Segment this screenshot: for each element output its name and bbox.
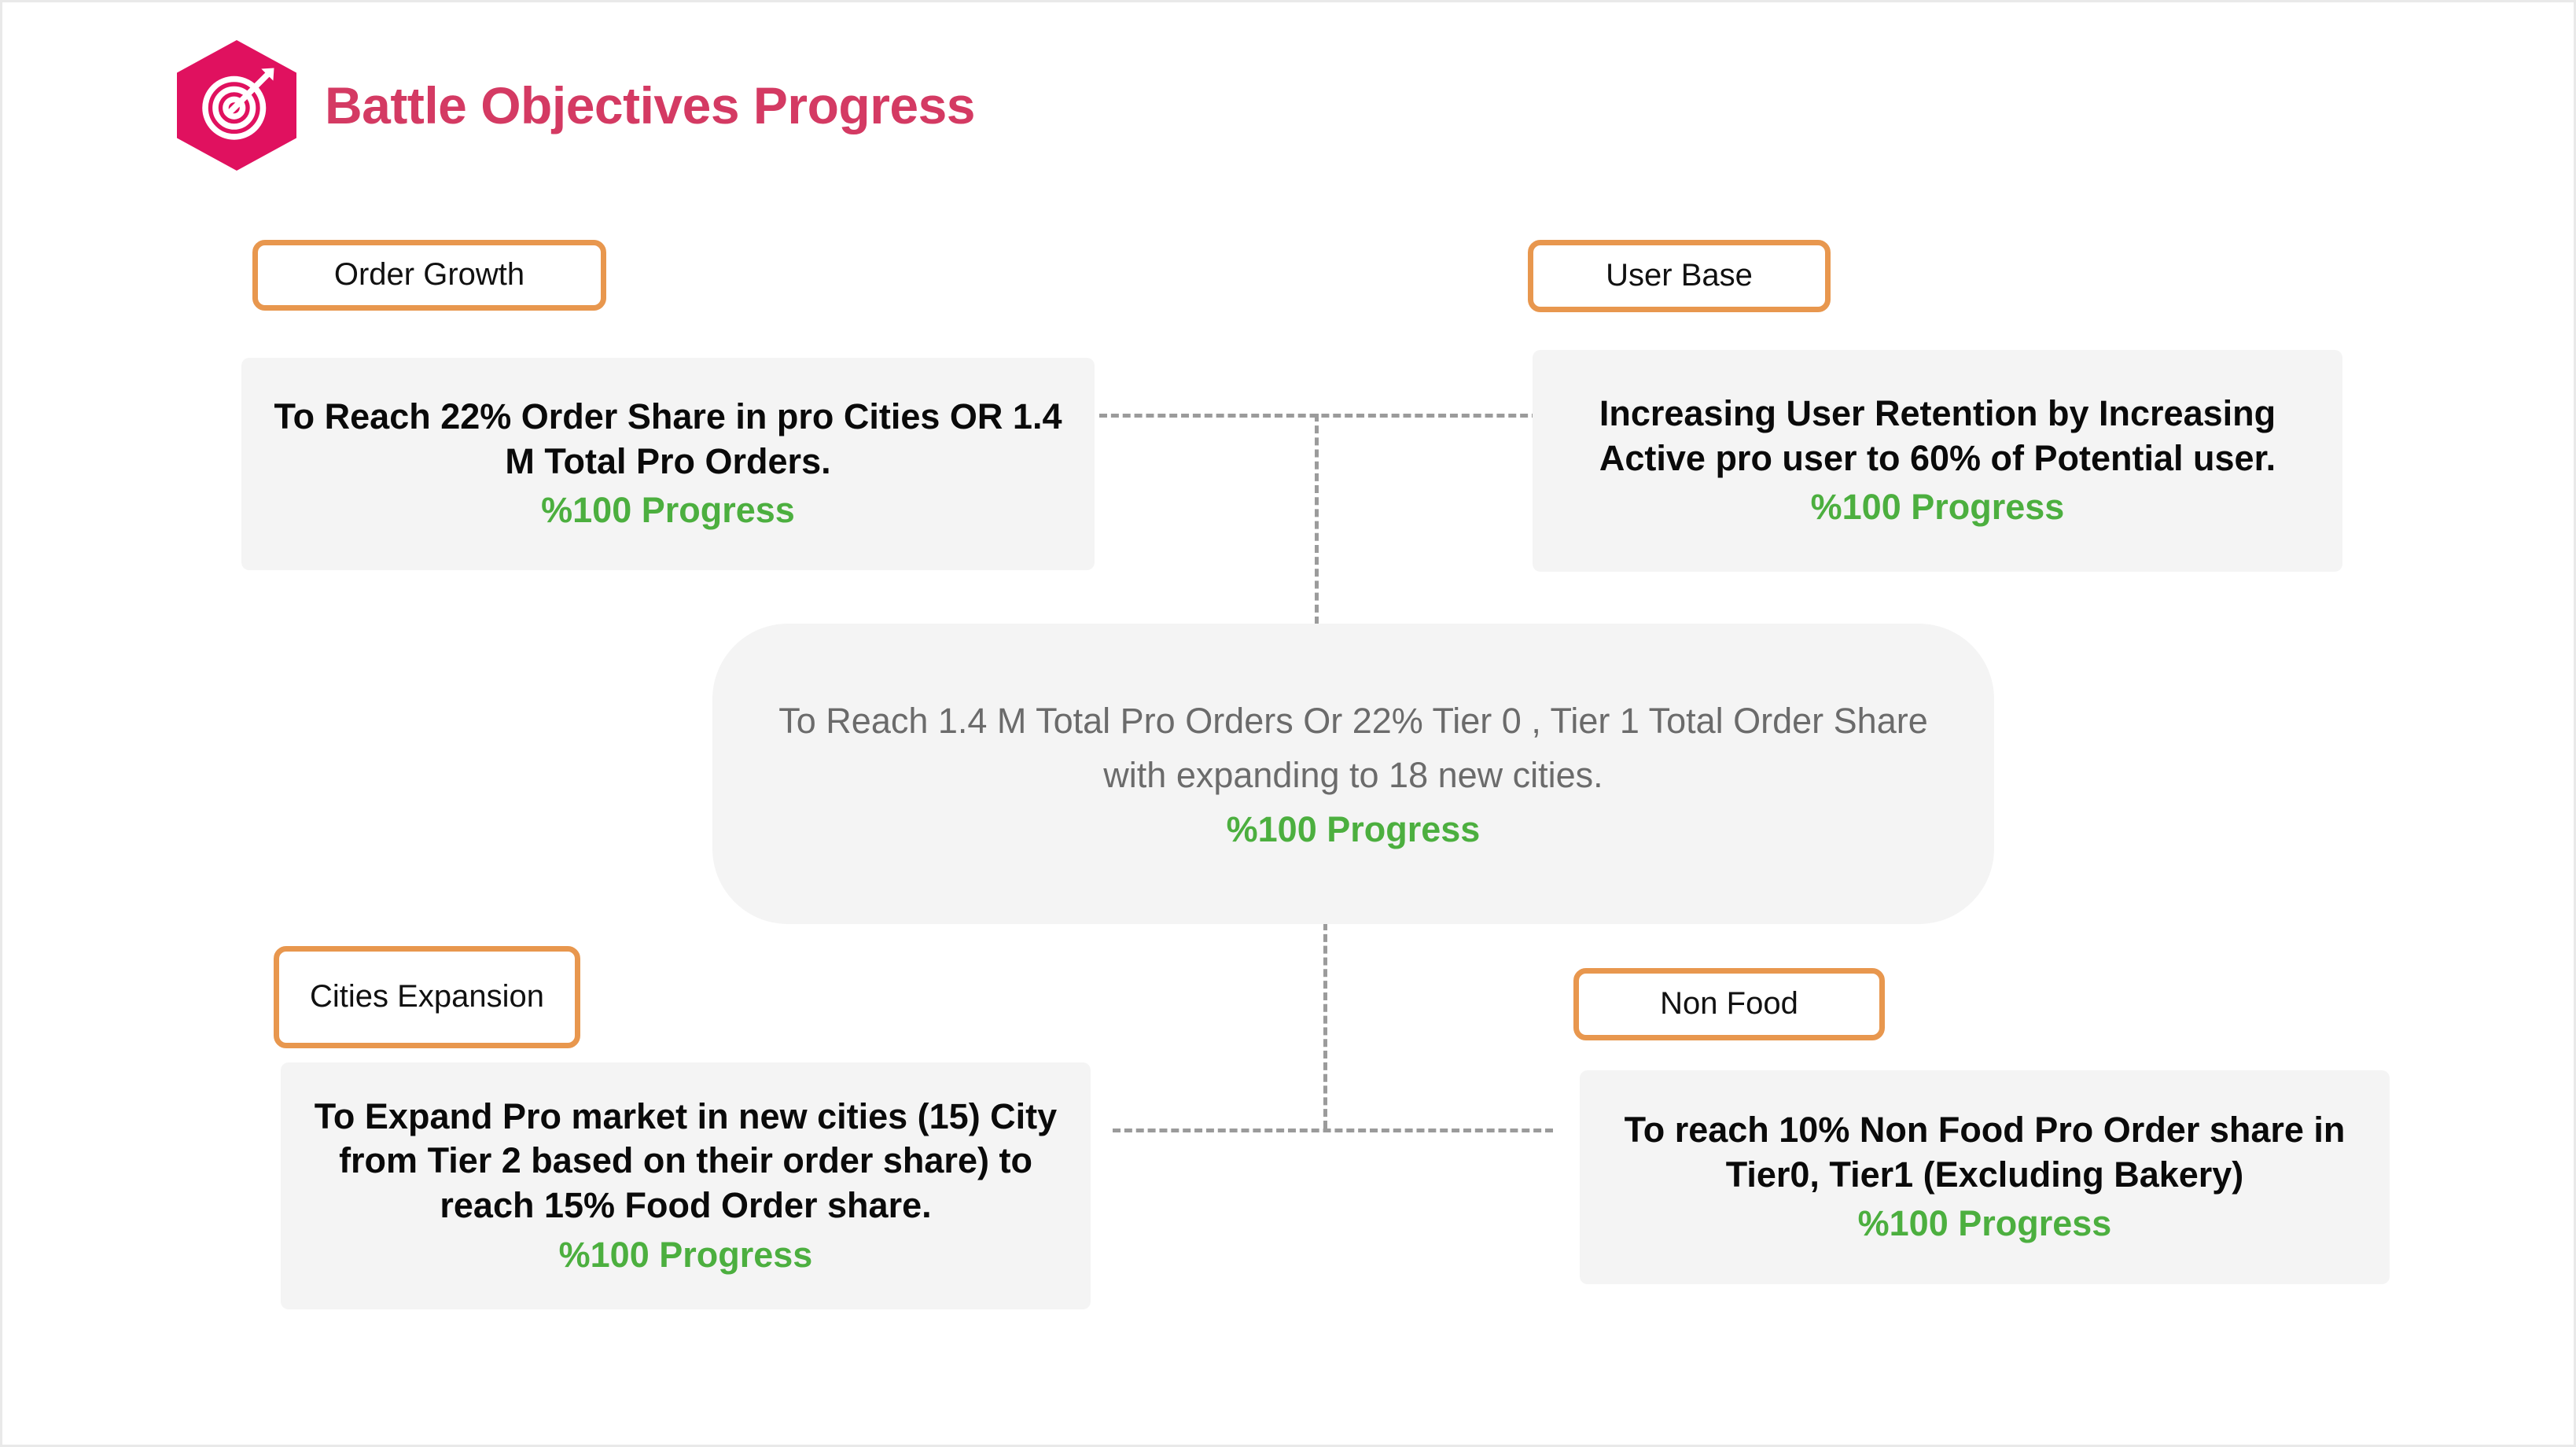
objective-description: To Reach 22% Order Share in pro Cities O… <box>274 396 1062 481</box>
connector-bottom-vertical <box>1323 922 1327 1129</box>
connector-bottom-horizontal <box>1113 1129 1553 1132</box>
connector-top-horizontal <box>1099 414 1540 418</box>
central-objective-card: To Reach 1.4 M Total Pro Orders Or 22% T… <box>712 624 1994 924</box>
objective-description: To reach 10% Non Food Pro Order share in… <box>1624 1109 2346 1195</box>
objective-card-cities-expansion: To Expand Pro market in new cities (15) … <box>281 1062 1091 1309</box>
tag-user-base[interactable]: User Base <box>1528 240 1831 312</box>
objective-progress: %100 Progress <box>558 1234 813 1275</box>
tag-order-growth[interactable]: Order Growth <box>252 240 606 311</box>
central-objective-description: To Reach 1.4 M Total Pro Orders Or 22% T… <box>778 701 1928 795</box>
page-title: Battle Objectives Progress <box>325 76 976 134</box>
objective-description: To Expand Pro market in new cities (15) … <box>314 1095 1058 1225</box>
objective-card-order-growth: To Reach 22% Order Share in pro Cities O… <box>241 358 1095 570</box>
objective-card-user-base: Increasing User Retention by Increasing … <box>1533 350 2342 572</box>
target-hexagon-icon <box>177 40 296 171</box>
objective-card-non-food: To reach 10% Non Food Pro Order share in… <box>1580 1070 2390 1284</box>
connector-top-vertical <box>1315 414 1319 624</box>
objective-progress: %100 Progress <box>1810 487 2065 528</box>
tag-cities-expansion[interactable]: Cities Expansion <box>274 946 580 1048</box>
page-header: Battle Objectives Progress <box>177 40 976 171</box>
bullseye-arrow-icon <box>202 68 274 140</box>
objective-description: Increasing User Retention by Increasing … <box>1599 392 2276 478</box>
central-objective-progress: %100 Progress <box>1226 809 1481 850</box>
objective-progress: %100 Progress <box>1857 1203 2112 1244</box>
tag-non-food[interactable]: Non Food <box>1573 968 1885 1040</box>
objective-progress: %100 Progress <box>541 490 795 531</box>
